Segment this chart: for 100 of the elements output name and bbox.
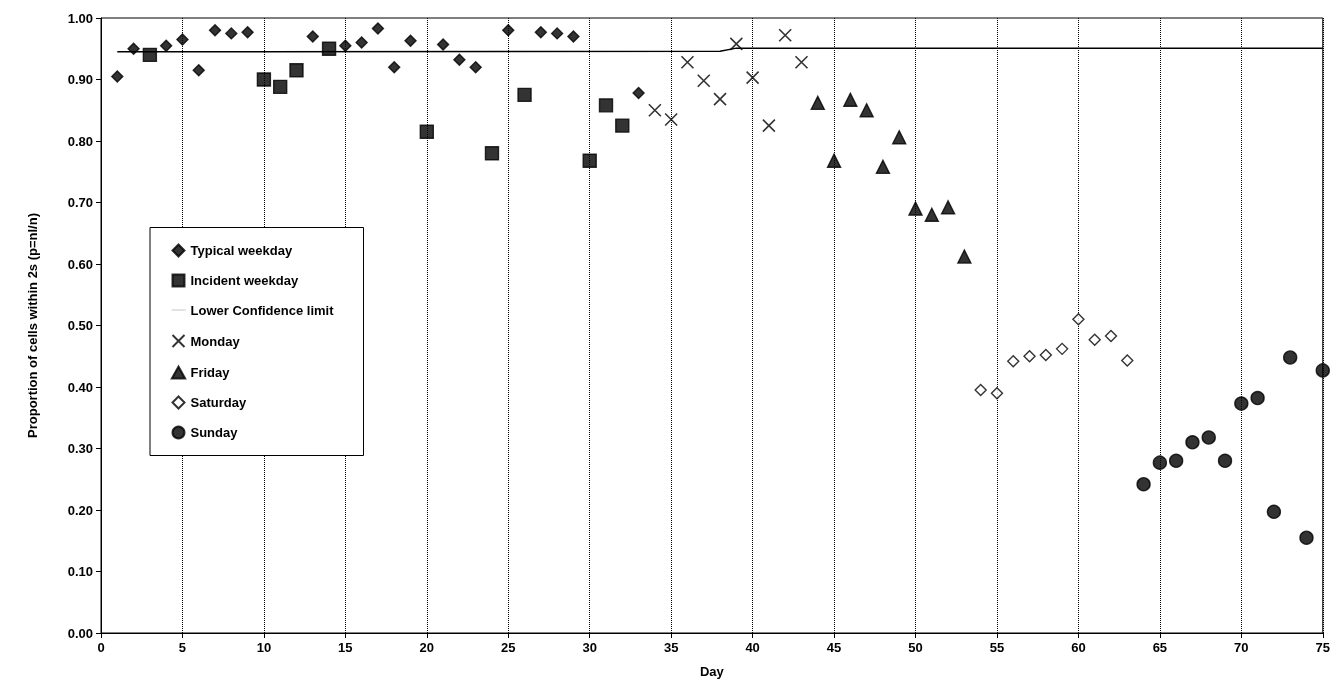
point [990, 386, 1004, 400]
x-tick-label: 20 [419, 640, 435, 655]
x-tick-label: 55 [989, 640, 1005, 655]
point [176, 33, 189, 46]
point [256, 72, 272, 87]
point [388, 61, 401, 74]
point [794, 55, 809, 70]
y-tick-label: 0.70 [67, 195, 93, 210]
point [1088, 333, 1101, 346]
point [208, 24, 222, 37]
point [1315, 363, 1330, 378]
x-tick-label: 5 [178, 640, 187, 655]
point [321, 41, 337, 56]
point [648, 103, 662, 118]
legend-label: Monday [190, 333, 241, 349]
point [225, 27, 238, 40]
point [1072, 313, 1085, 326]
point [404, 34, 417, 47]
point [550, 27, 564, 40]
y-tick-label: 0.50 [67, 318, 93, 333]
point [1201, 430, 1216, 445]
point [680, 55, 695, 70]
point [371, 22, 385, 35]
point [1234, 396, 1249, 411]
point [713, 92, 727, 106]
point [632, 86, 645, 100]
point [615, 118, 630, 133]
point [419, 124, 435, 139]
point [598, 98, 614, 113]
point [826, 153, 842, 168]
point [306, 30, 319, 43]
x-tick-label: 45 [826, 640, 842, 655]
y-tick-label: 0.20 [67, 502, 93, 518]
point [1039, 348, 1053, 362]
x-tick-label: 40 [745, 640, 760, 655]
legend-label: Lower Confidence limit [190, 302, 335, 318]
point [843, 92, 858, 107]
x-tick-label: 0 [97, 640, 105, 655]
point [484, 146, 500, 161]
point [469, 61, 482, 74]
point [1055, 342, 1069, 356]
x-tick-label: 25 [501, 640, 516, 655]
point [436, 38, 450, 51]
y-tick-label: 0.40 [67, 379, 93, 395]
point [453, 53, 466, 67]
y-tick-label: 0.80 [67, 133, 93, 149]
x-tick-label: 65 [1152, 640, 1168, 655]
legend-label: Sunday [190, 425, 239, 440]
point [1136, 476, 1151, 492]
point [517, 87, 532, 103]
point [778, 28, 792, 43]
point [582, 153, 597, 168]
point [567, 30, 580, 43]
point [502, 24, 515, 37]
point [664, 112, 678, 127]
point [142, 47, 158, 63]
point [696, 73, 711, 88]
legend-label: Saturday [190, 395, 247, 410]
point [859, 103, 874, 118]
point [1299, 530, 1314, 545]
point [974, 383, 987, 397]
point [1168, 453, 1184, 468]
y-tick-label: 0.60 [67, 256, 93, 272]
point [729, 37, 744, 51]
point [289, 63, 304, 78]
x-tick-label: 70 [1234, 640, 1249, 655]
point [1023, 350, 1036, 363]
point [762, 118, 776, 133]
point [1007, 354, 1020, 368]
point [892, 130, 907, 145]
legend-label: Typical weekday [190, 243, 293, 258]
y-tick-label: 0.00 [67, 625, 93, 641]
legend-label: Friday [190, 365, 231, 380]
point [1250, 390, 1265, 406]
y-tick-label: 1.00 [67, 10, 93, 26]
point [1152, 455, 1168, 470]
point [1217, 453, 1233, 468]
x-tick-label: 10 [256, 640, 272, 655]
y-tick-label: 0.30 [67, 441, 93, 456]
point [272, 79, 288, 95]
point [924, 207, 939, 222]
point [192, 64, 205, 77]
point [159, 39, 173, 52]
point [1185, 435, 1200, 450]
point [127, 42, 140, 55]
point [908, 201, 923, 216]
point [241, 25, 254, 39]
point [1121, 354, 1134, 367]
y-tick-label: 0.10 [67, 564, 93, 579]
point [745, 70, 760, 85]
point [1104, 329, 1118, 343]
y-tick-label: 0.90 [67, 72, 93, 87]
point [1283, 350, 1298, 365]
x-axis-title: Day [699, 664, 725, 679]
point [940, 200, 956, 215]
point [810, 95, 825, 111]
legend-label: Incident weekday [190, 273, 299, 288]
point [875, 159, 891, 175]
point [957, 249, 972, 264]
x-tick-label: 75 [1315, 640, 1330, 655]
